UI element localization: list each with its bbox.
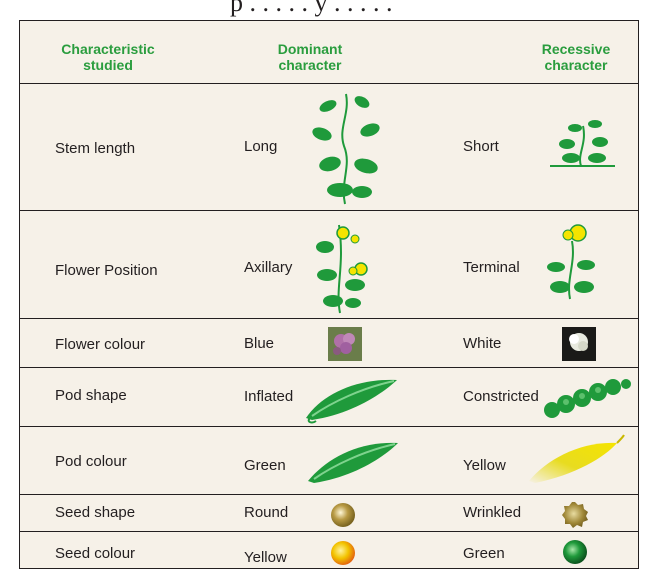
recessive-value: White: [463, 335, 502, 352]
dominant-value: Green: [244, 457, 286, 474]
recessive-value: Green: [463, 545, 505, 562]
table-header-row: Characteristic studied Dominant characte…: [20, 21, 638, 83]
dominant-value: Long: [244, 138, 278, 155]
traits-table: Characteristic studied Dominant characte…: [19, 20, 639, 569]
table-row: Seed shape Round Wrinkled: [20, 494, 638, 531]
terminal-flower-plant-icon: [547, 224, 595, 300]
recessive-value: Terminal: [463, 259, 520, 276]
header-dominant-line2: character: [278, 57, 342, 73]
axillary-flower-plant-icon: [316, 224, 368, 314]
trait-label: Stem length: [55, 140, 136, 157]
purple-flower-photo: [328, 327, 362, 361]
tall-plant-icon: [312, 93, 380, 205]
header-dominant-line1: Dominant: [277, 41, 343, 57]
trait-label: Pod colour: [55, 453, 127, 470]
recessive-value: Wrinkled: [463, 504, 522, 521]
table-row: Stem length Long Short: [20, 83, 638, 210]
trait-label: Flower colour: [55, 336, 146, 353]
dominant-value: Blue: [244, 335, 275, 352]
yellow-pod-icon: [529, 434, 625, 483]
green-seed-icon: [563, 540, 587, 564]
table-row: Flower Position Axillary Terminal: [20, 210, 638, 318]
header-recessive-line2: character: [544, 57, 608, 73]
recessive-value: Short: [463, 138, 499, 155]
header-characteristic-line1: Characteristic: [61, 41, 155, 57]
constricted-pod-icon: [544, 379, 631, 418]
dominant-value: Inflated: [244, 388, 294, 405]
trait-label: Pod shape: [55, 387, 127, 404]
recessive-value: Constricted: [463, 388, 539, 405]
dominant-value: Yellow: [244, 549, 287, 566]
trait-label: Flower Position: [55, 262, 158, 279]
header-characteristic-line2: studied: [83, 57, 133, 73]
inflated-pod-icon: [306, 379, 397, 424]
short-plant-icon: [550, 120, 615, 167]
table-row: Pod colour Green Yellow: [20, 426, 638, 494]
header-recessive: Recessive character: [520, 41, 632, 73]
cropped-heading: p . . . . . y . . . . .: [230, 0, 393, 17]
dominant-value: Round: [244, 504, 289, 521]
table-row: Flower colour Blue White: [20, 318, 638, 367]
trait-label: Seed colour: [55, 545, 136, 562]
white-flower-photo: [562, 327, 596, 361]
header-recessive-line1: Recessive: [541, 41, 611, 57]
recessive-value: Yellow: [463, 457, 506, 474]
table-row: Seed colour Yellow Green: [20, 531, 638, 568]
table-row: Pod shape Inflated Constricted: [20, 367, 638, 426]
trait-label: Seed shape: [55, 504, 136, 521]
yellow-seed-icon: [331, 541, 355, 565]
wrinkled-seed-icon: [562, 502, 588, 528]
header-dominant: Dominant character: [250, 41, 370, 73]
green-pod-icon: [308, 442, 398, 483]
header-characteristic: Characteristic studied: [40, 41, 176, 73]
dominant-value: Axillary: [244, 259, 293, 276]
round-seed-icon: [331, 503, 355, 527]
